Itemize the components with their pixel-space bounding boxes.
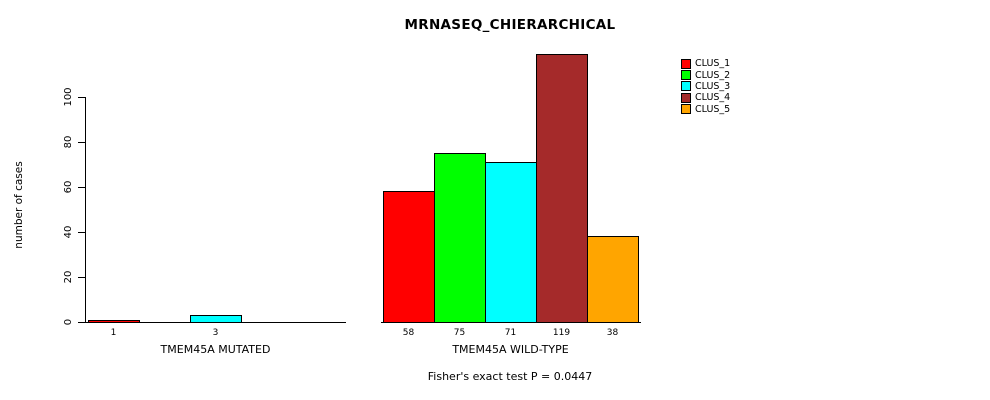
legend-swatch-icon: [681, 104, 691, 115]
legend-swatch-icon: [681, 92, 691, 103]
bar-value-label: 1: [110, 328, 117, 338]
legend-item: CLUS_3: [681, 81, 730, 92]
legend-item: CLUS_4: [681, 92, 730, 103]
y-tick-mark: [78, 277, 85, 278]
bar-clus_2: [434, 153, 486, 323]
legend-label: CLUS_2: [695, 69, 731, 81]
legend-swatch-icon: [681, 70, 691, 81]
bar-value-label: 119: [552, 328, 571, 338]
legend-swatch-icon: [681, 58, 691, 69]
bar-value-label: 38: [606, 328, 619, 338]
y-tick-label: 20: [63, 270, 74, 284]
legend-item: CLUS_2: [681, 69, 731, 81]
bar-value-label: 3: [212, 328, 219, 338]
legend-label: CLUS_4: [695, 92, 731, 104]
y-tick-mark: [78, 142, 85, 143]
fisher-test-annotation: Fisher's exact test P = 0.0447: [427, 370, 593, 383]
legend-label: CLUS_1: [695, 58, 731, 70]
group-axis-label: TMEM45A WILD-TYPE: [452, 343, 569, 356]
legend: CLUS_1 CLUS_2 CLUS_3 CLUS_4 CLUS_5: [681, 58, 730, 115]
legend-item: CLUS_5: [681, 104, 730, 115]
y-tick-mark: [78, 187, 85, 188]
group-axis-label: TMEM45A MUTATED: [160, 343, 271, 356]
y-tick-label: 0: [63, 318, 74, 326]
y-tick-mark: [78, 97, 85, 98]
legend-swatch-icon: [681, 81, 691, 92]
legend-label: CLUS_5: [695, 103, 731, 115]
legend-item: CLUS_1: [681, 58, 730, 69]
bar-value-label: 58: [402, 328, 415, 338]
bar-clus_1: [383, 191, 435, 323]
legend-label: CLUS_3: [695, 80, 731, 92]
y-tick-label: 60: [63, 180, 74, 194]
bar-clus_5: [587, 236, 639, 323]
y-tick-label: 40: [63, 225, 74, 239]
y-axis-title: number of cases: [13, 161, 25, 249]
bar-clus_1: [88, 320, 140, 323]
bar-clus_3: [190, 315, 242, 323]
y-axis-line: [85, 97, 86, 323]
chart-title: MRNASEQ_CHIERARCHICAL: [404, 17, 616, 33]
bar-clus_4: [536, 54, 588, 323]
y-tick-mark: [78, 232, 85, 233]
y-tick-mark: [78, 322, 85, 323]
bar-value-label: 71: [504, 328, 517, 338]
y-tick-label: 100: [63, 87, 74, 107]
bar-clus_3: [485, 162, 537, 323]
bar-value-label: 75: [453, 328, 466, 338]
y-tick-label: 80: [63, 135, 74, 149]
